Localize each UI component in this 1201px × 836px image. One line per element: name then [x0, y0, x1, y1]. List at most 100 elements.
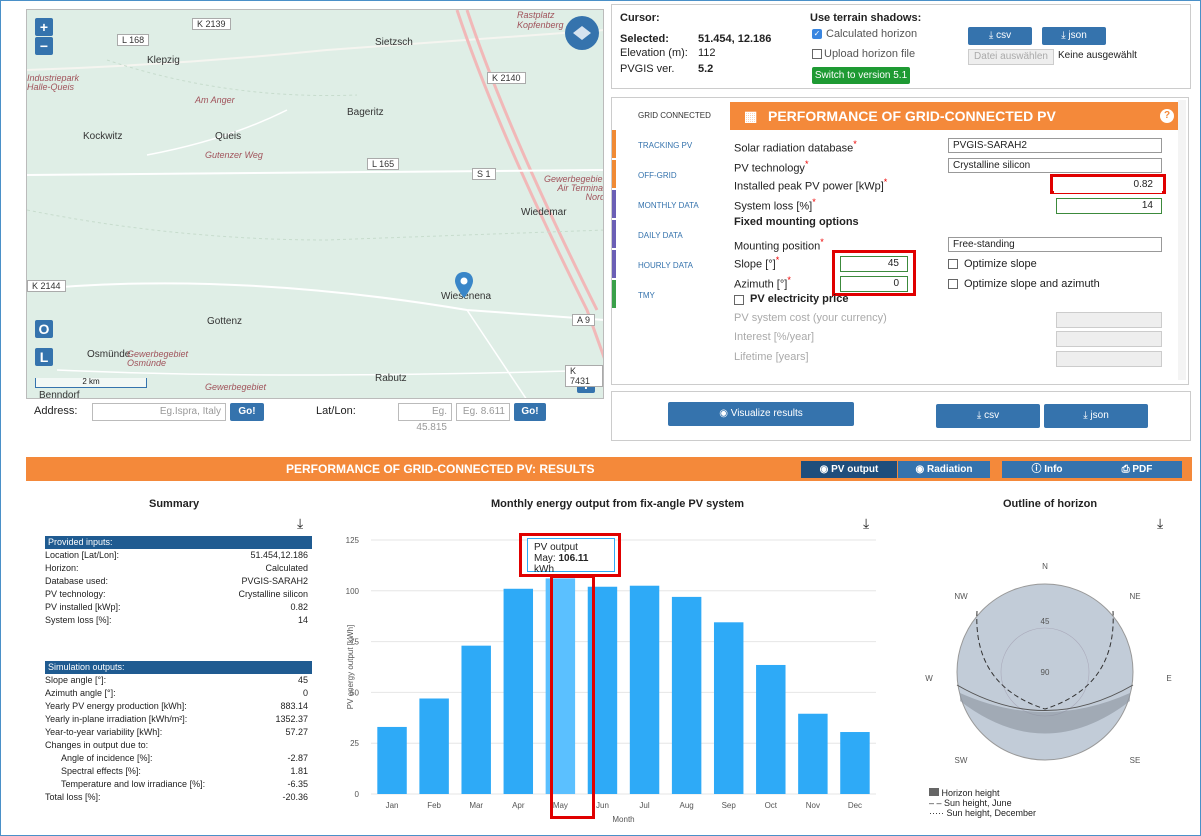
price-checkbox[interactable] — [734, 295, 744, 305]
address-go-button[interactable]: Go! — [230, 403, 264, 421]
map-view[interactable]: + − O L i K 2139 L 168 K 2140 L 165 S 1 … — [26, 9, 604, 399]
loss-label: System loss [%]* — [734, 197, 816, 213]
panel-scrollbar[interactable] — [1178, 100, 1186, 380]
download-icon[interactable]: ⤓ — [1157, 515, 1164, 531]
tab-tmy[interactable]: TMY — [612, 280, 716, 308]
highlight-box — [550, 575, 595, 819]
summary-label: Yearly in-plane irradiation [kWh/m²]: — [45, 714, 188, 724]
interest-input[interactable] — [1056, 331, 1162, 347]
results-json-button[interactable]: ⤓ json — [1044, 404, 1148, 428]
compass-label: SW — [955, 756, 968, 765]
help-icon[interactable]: ? — [1160, 109, 1174, 123]
selected-label: Selected: — [620, 33, 669, 45]
horizon-title: Outline of horizon — [1003, 498, 1098, 510]
tab-off-grid[interactable]: OFF-GRID — [612, 160, 716, 188]
summary-value: 0 — [302, 688, 308, 698]
tab-daily-data[interactable]: DAILY DATA — [612, 220, 716, 248]
json-label: json — [1068, 30, 1087, 41]
summary-row: Temperature and low irradiance [%]: -6.35 — [45, 778, 312, 791]
pv-output-button[interactable]: ◉ PV output — [801, 461, 897, 478]
cost-input[interactable] — [1056, 312, 1162, 328]
summary-label: Azimuth angle [°]: — [45, 688, 116, 698]
summary-label: Horizon: — [45, 563, 79, 573]
tab-monthly-data[interactable]: MONTHLY DATA — [612, 190, 716, 218]
summary-row: Yearly PV energy production [kWh]: 883.14 — [45, 700, 312, 713]
summary-label: Location [Lat/Lon]: — [45, 550, 120, 560]
latlon-go-button[interactable]: Go! — [514, 403, 546, 421]
info-tab-button[interactable]: ⓘ Info — [1002, 461, 1092, 478]
x-axis-label: Month — [612, 815, 634, 824]
optimize-slope-checkbox[interactable] — [948, 259, 958, 269]
chart-tooltip: PV output May: 106.11 kWh — [527, 538, 615, 575]
x-tick-label: Jul — [639, 801, 649, 810]
place-label: Am Anger — [195, 95, 235, 105]
eye-icon: ◉ — [819, 464, 832, 475]
lat-input[interactable]: Eg. 45.815 — [398, 403, 452, 433]
zoom-in-button[interactable]: + — [35, 18, 53, 36]
place-label: Wiedemar — [521, 207, 567, 218]
layers-icon[interactable] — [565, 16, 599, 50]
outputs-heading: Simulation outputs: — [45, 661, 312, 674]
summary-value: 57.27 — [285, 727, 308, 737]
choose-file-button[interactable]: Datei auswählen — [968, 49, 1054, 65]
tab-grid-connected[interactable]: GRID CONNECTED — [612, 100, 716, 128]
x-tick-label: Nov — [806, 801, 820, 810]
legend-june: – – Sun height, June — [929, 798, 1012, 808]
switch-version-button[interactable]: Switch to version 5.1 — [812, 67, 910, 84]
x-tick-label: May — [553, 801, 568, 810]
visualize-results-button[interactable]: ◉ Visualize results — [668, 402, 854, 426]
pv-output-label: PV output — [831, 464, 879, 475]
tab-hourly-data[interactable]: HOURLY DATA — [612, 250, 716, 278]
legend-label: Horizon height — [941, 788, 1000, 798]
x-tick-label: Feb — [427, 801, 441, 810]
calc-horizon-checkbox[interactable]: ✓ — [812, 29, 822, 39]
road-label: L 165 — [367, 158, 400, 170]
compass-label: SE — [1130, 756, 1141, 765]
pdf-button[interactable]: ⎙ PDF — [1092, 461, 1182, 478]
address-input[interactable]: Eg.Ispra, Italy — [92, 403, 226, 421]
optimize-both-checkbox[interactable] — [948, 279, 958, 289]
horizon-json-button[interactable]: ⤓ json — [1042, 27, 1106, 45]
tooltip-series: PV output — [534, 542, 578, 553]
lifetime-input[interactable] — [1056, 351, 1162, 367]
mount-select[interactable]: Free-standing — [948, 237, 1162, 252]
pvgis-label: PVGIS ver. — [620, 63, 675, 75]
results-csv-button[interactable]: ⤓ csv — [936, 404, 1040, 428]
place-label: Rabutz — [375, 373, 407, 384]
cost-label: PV system cost (your currency) — [734, 312, 887, 324]
place-label: Rastplatz Kopfenberg — [517, 10, 564, 30]
bar-apr — [503, 588, 534, 794]
tech-select[interactable]: Crystalline silicon — [948, 158, 1162, 173]
x-tick-label: Aug — [680, 801, 694, 810]
azimuth-input[interactable]: 0 — [840, 276, 908, 292]
pdf-label: PDF — [1132, 464, 1153, 475]
address-label: Address: — [34, 405, 78, 417]
radiation-button[interactable]: ◉ Radiation — [898, 461, 990, 478]
summary-value: -20.36 — [282, 792, 308, 802]
zoom-out-button[interactable]: − — [35, 37, 53, 55]
place-label: Industriepark Halle-Queis — [27, 73, 80, 92]
peak-power-input[interactable]: 0.82 — [1054, 177, 1162, 193]
db-select[interactable]: PVGIS-SARAH2 — [948, 138, 1162, 153]
summary-value: Calculated — [265, 563, 308, 573]
bar-sep — [713, 622, 744, 794]
download-icon[interactable]: ⤓ — [863, 515, 870, 531]
map-l-button[interactable]: L — [35, 348, 53, 366]
map-o-button[interactable]: O — [35, 320, 53, 338]
summary-row: Database used: PVGIS-SARAH2 — [45, 575, 312, 588]
location-pin-icon[interactable] — [455, 272, 473, 298]
selected-value: 51.454, 12.186 — [698, 33, 772, 45]
download-icon[interactable]: ⤓ — [297, 515, 304, 531]
slope-input[interactable]: 45 — [840, 256, 908, 272]
lon-input[interactable]: Eg. 8.611 — [456, 403, 510, 421]
horizon-polar-plot: N NE E SE S SW W NW 45 90 — [925, 562, 1171, 765]
visualize-label: Visualize results — [730, 408, 803, 419]
upload-horizon-checkbox[interactable] — [812, 49, 822, 59]
y-tick-label: 100 — [346, 587, 360, 596]
horizon-csv-button[interactable]: ⤓ csv — [968, 27, 1032, 45]
summary-value: 1352.37 — [275, 714, 308, 724]
place-label: Kockwitz — [83, 131, 123, 142]
tab-tracking-pv[interactable]: TRACKING PV — [612, 130, 716, 158]
system-loss-input[interactable]: 14 — [1056, 198, 1162, 214]
summary-label: PV technology: — [45, 589, 106, 599]
